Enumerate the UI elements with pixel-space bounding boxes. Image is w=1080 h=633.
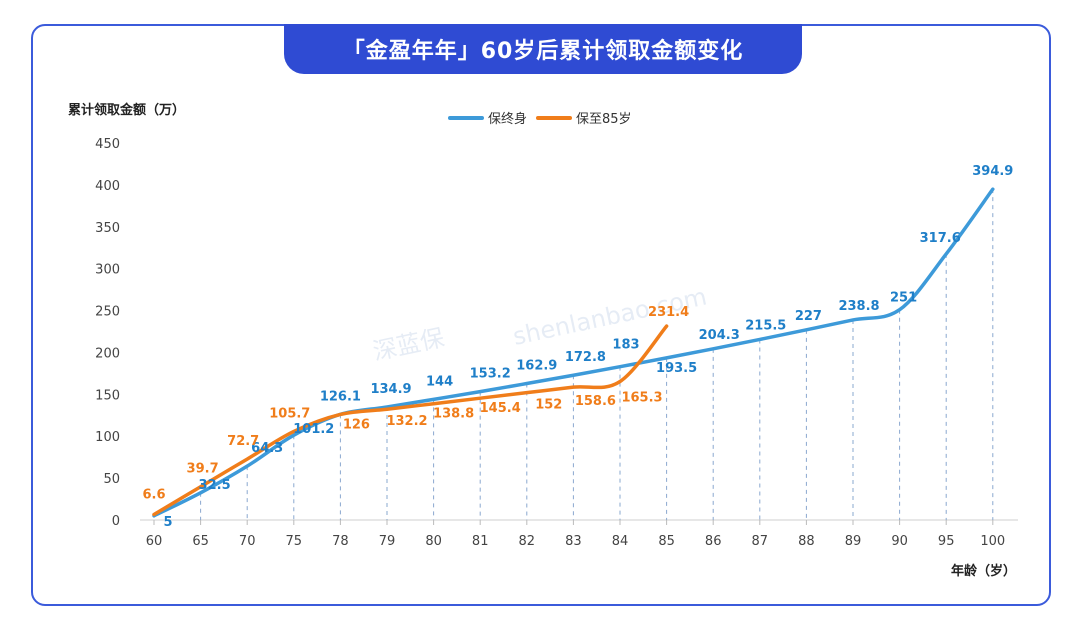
- x-tick-label: 81: [472, 534, 489, 549]
- x-tick-label: 65: [192, 534, 209, 549]
- chart-title: 「金盈年年」60岁后累计领取金额变化: [284, 24, 802, 74]
- series-line-1: [152, 324, 669, 517]
- data-label: 183: [612, 338, 639, 353]
- y-tick-label: 150: [95, 388, 120, 403]
- y-tick-label: 350: [95, 221, 120, 236]
- x-tick-label: 75: [286, 534, 303, 549]
- x-tick-label: 88: [798, 534, 815, 549]
- data-label: 153.2: [470, 367, 511, 382]
- y-tick-label: 0: [112, 514, 120, 529]
- x-tick-label: 78: [332, 534, 349, 549]
- y-tick-label: 50: [103, 472, 120, 487]
- y-axis-title: 累计领取金额（万）: [68, 102, 185, 118]
- x-axis: 60 65 70 75 78 79 80 81 82 83 84 85 86 87 88 89 90 95 100: [146, 520, 1005, 549]
- data-label: 105.7: [269, 406, 310, 421]
- data-labels: 5 32.5 64.3 101.2 126.1 134.9 144 153.2 162.9 172…: [142, 164, 1013, 530]
- y-tick-label: 300: [95, 263, 120, 278]
- series-lines: [152, 187, 995, 518]
- data-label: 152: [535, 398, 562, 413]
- data-label: 231.4: [648, 305, 689, 320]
- data-label: 126.1: [320, 389, 361, 404]
- data-label: 165.3: [621, 391, 662, 406]
- data-label: 132.2: [386, 414, 427, 429]
- x-tick-label: 60: [146, 534, 163, 549]
- data-label: 101.2: [293, 422, 334, 437]
- y-tick-label: 250: [95, 305, 120, 320]
- y-tick-label: 400: [95, 179, 120, 194]
- data-label: 138.8: [433, 407, 474, 422]
- data-label: 317.6: [920, 231, 961, 246]
- data-label: 162.9: [516, 359, 557, 374]
- data-label: 126: [343, 417, 370, 432]
- x-tick-label: 82: [519, 534, 536, 549]
- watermark: 深蓝保 shenlanbao.com: [370, 282, 709, 365]
- data-label: 72.7: [227, 434, 259, 449]
- data-label: 158.6: [575, 394, 616, 409]
- legend-label: 保终身: [488, 111, 527, 127]
- x-tick-label: 79: [379, 534, 396, 549]
- y-tick-label: 450: [95, 137, 120, 152]
- x-tick-label: 70: [239, 534, 256, 549]
- vertical-guides: [200, 189, 994, 520]
- x-tick-label: 84: [612, 534, 629, 549]
- data-label: 6.6: [142, 487, 165, 502]
- x-tick-label: 85: [658, 534, 675, 549]
- data-label: 251: [890, 291, 917, 306]
- x-tick-label: 90: [891, 534, 908, 549]
- x-tick-label: 86: [705, 534, 722, 549]
- x-tick-label: 83: [565, 534, 582, 549]
- x-tick-label: 89: [845, 534, 862, 549]
- legend: 保终身 保至85岁: [448, 111, 632, 127]
- x-axis-title: 年龄（岁）: [951, 563, 1016, 579]
- y-tick-label: 200: [95, 346, 120, 361]
- x-tick-label: 87: [752, 534, 769, 549]
- watermark-logo: 深蓝保: [370, 324, 446, 366]
- data-label: 145.4: [480, 401, 521, 416]
- data-label: 227: [795, 309, 822, 324]
- y-tick-label: 100: [95, 430, 120, 445]
- data-label: 204.3: [699, 328, 740, 343]
- data-label: 238.8: [838, 299, 879, 314]
- data-label: 134.9: [370, 382, 411, 397]
- series-line-0: [152, 187, 995, 518]
- data-label: 39.7: [187, 462, 219, 477]
- data-label: 215.5: [745, 318, 786, 333]
- data-label: 5: [163, 515, 172, 530]
- data-label: 32.5: [199, 478, 231, 493]
- y-axis: 0 50 100 150 200 250 300 350 400 450: [95, 137, 1018, 529]
- data-label: 64.3: [251, 441, 283, 456]
- data-label: 193.5: [656, 361, 697, 376]
- x-tick-label: 100: [980, 534, 1005, 549]
- data-label: 144: [426, 374, 453, 389]
- legend-label: 保至85岁: [576, 112, 632, 127]
- x-tick-label: 80: [425, 534, 442, 549]
- data-label: 394.9: [972, 164, 1013, 179]
- x-tick-label: 95: [938, 534, 955, 549]
- data-label: 172.8: [565, 350, 606, 365]
